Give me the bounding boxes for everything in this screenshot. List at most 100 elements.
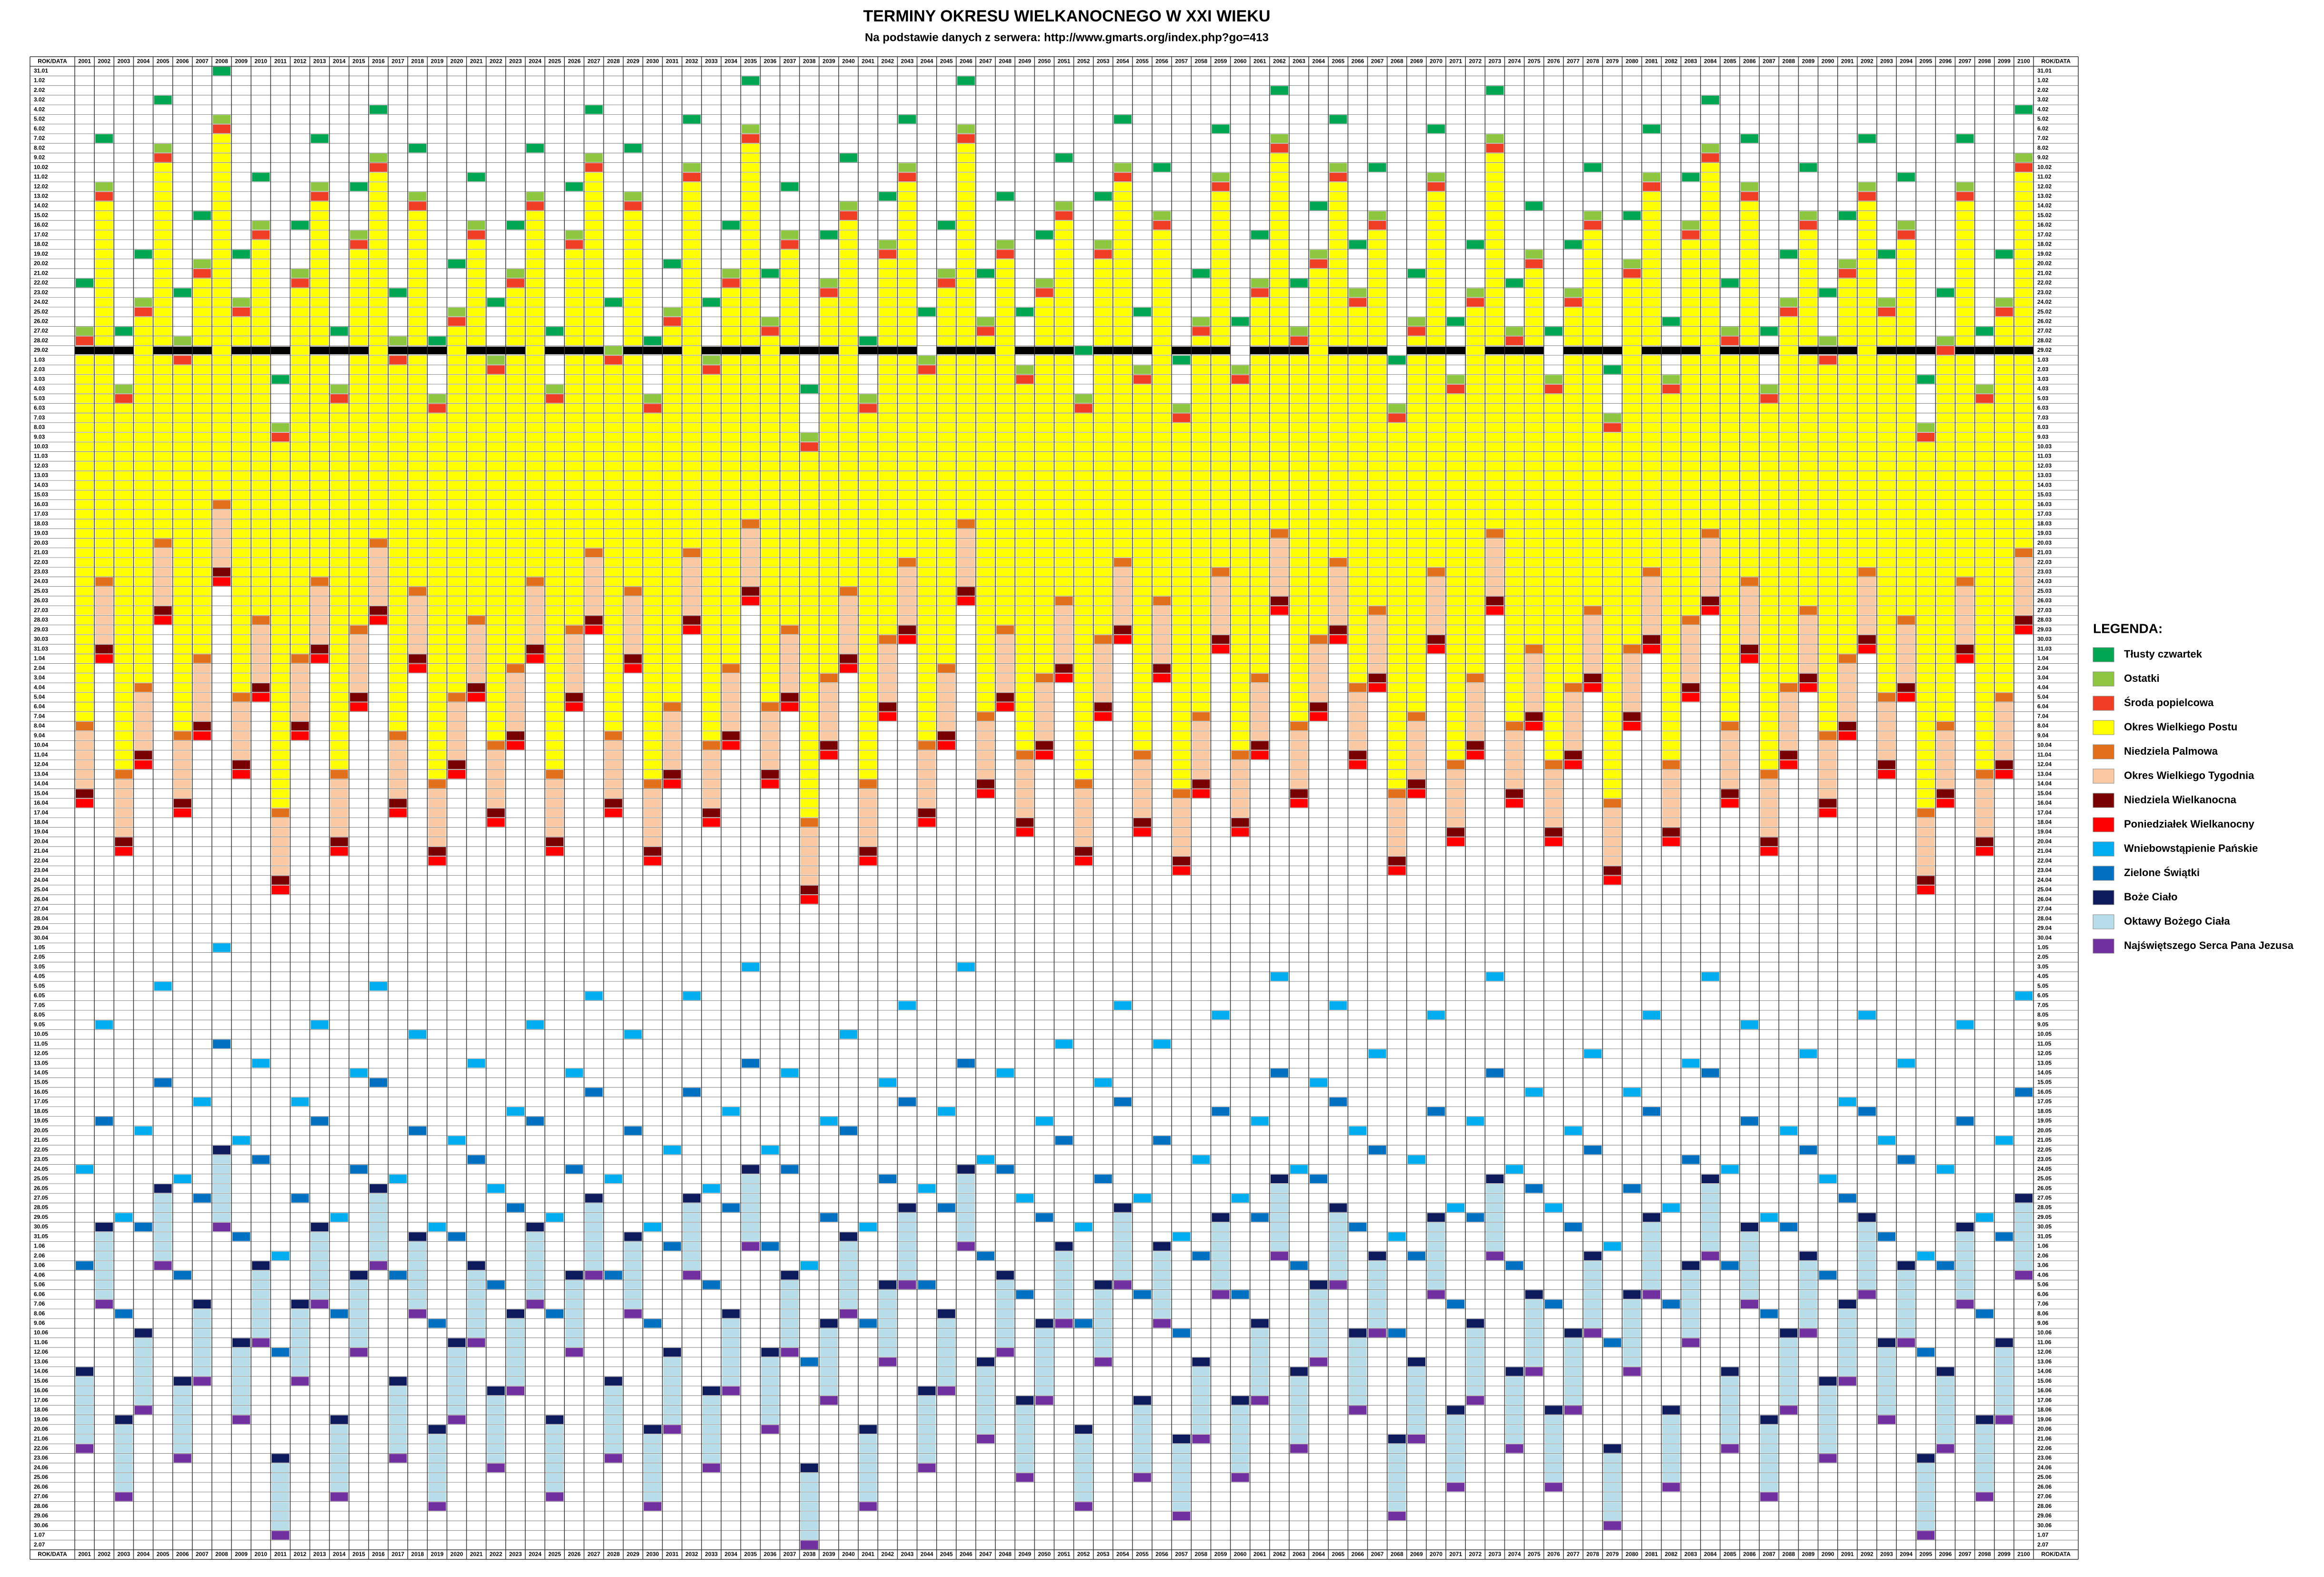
day-cell — [741, 442, 760, 451]
day-cell — [859, 616, 877, 625]
day-cell — [193, 693, 211, 702]
day-cell — [1349, 365, 1367, 374]
day-cell — [154, 596, 172, 606]
day-cell — [1212, 211, 1230, 220]
day-cell — [1310, 509, 1328, 519]
day-cell — [1094, 423, 1112, 432]
day-cell — [546, 433, 564, 442]
day-cell — [1368, 683, 1386, 692]
day-cell — [1486, 288, 1504, 297]
day-cell — [976, 365, 995, 374]
day-cell — [565, 471, 583, 480]
day-cell — [311, 606, 329, 615]
day-cell — [1486, 230, 1504, 240]
day-cell — [1231, 828, 1249, 837]
day-cell — [506, 519, 524, 529]
day-cell — [898, 481, 916, 490]
day-cell — [1544, 404, 1563, 413]
day-cell — [76, 500, 94, 509]
day-cell — [311, 317, 329, 326]
day-cell — [741, 509, 760, 519]
day-cell — [1407, 490, 1425, 499]
day-cell — [624, 1232, 642, 1241]
day-cell — [1564, 519, 1583, 529]
day-cell — [1113, 1097, 1132, 1107]
day-cell — [1074, 798, 1092, 808]
day-cell — [1486, 509, 1504, 519]
day-cell — [369, 308, 388, 317]
day-cell — [1349, 587, 1367, 596]
day-cell — [1388, 750, 1406, 759]
day-cell — [1564, 616, 1583, 625]
day-cell — [820, 606, 838, 615]
day-cell — [467, 587, 485, 596]
day-cell — [173, 779, 191, 788]
day-cell — [683, 308, 701, 317]
day-cell — [1074, 423, 1092, 432]
day-cell — [918, 1415, 936, 1424]
day-cell — [1505, 635, 1523, 644]
day-cell — [311, 423, 329, 432]
day-cell — [546, 1492, 564, 1501]
day-cell — [722, 721, 740, 731]
day-cell — [1584, 548, 1602, 557]
day-cell — [996, 317, 1014, 326]
day-cell — [957, 558, 975, 567]
day-cell — [115, 1473, 133, 1482]
day-cell — [173, 577, 191, 586]
day-cell — [781, 356, 799, 365]
day-cell — [1310, 471, 1328, 480]
day-cell — [1407, 1386, 1425, 1396]
day-cell — [1427, 548, 1445, 557]
day-cell — [1525, 298, 1543, 307]
day-cell — [976, 452, 995, 461]
day-cell — [898, 230, 916, 240]
day-cell — [800, 500, 818, 509]
day-cell — [898, 452, 916, 461]
day-cell — [526, 365, 544, 374]
day-cell — [271, 625, 290, 634]
day-cell — [918, 712, 936, 721]
day-cell — [996, 1165, 1014, 1174]
day-cell — [1270, 182, 1289, 191]
day-cell — [1505, 500, 1523, 509]
day-cell — [702, 404, 721, 413]
day-cell — [585, 1213, 603, 1222]
day-cell — [526, 519, 544, 529]
day-cell — [781, 702, 799, 711]
day-cell — [1094, 308, 1112, 317]
day-cell — [879, 539, 897, 548]
day-cell — [1427, 596, 1445, 606]
day-cell — [448, 442, 466, 451]
day-cell — [1466, 683, 1484, 692]
day-cell — [937, 423, 955, 432]
day-cell — [1133, 539, 1152, 548]
day-cell — [1368, 356, 1386, 365]
day-cell — [448, 500, 466, 509]
missing-day — [623, 346, 643, 355]
day-cell — [1074, 558, 1092, 567]
day-cell — [1055, 375, 1073, 384]
day-cell — [193, 625, 211, 634]
day-cell — [741, 1232, 760, 1241]
day-cell — [330, 461, 348, 470]
day-cell — [565, 481, 583, 490]
day-cell — [1505, 673, 1523, 682]
day-cell — [663, 1396, 681, 1405]
day-cell — [232, 1347, 250, 1357]
day-cell — [173, 529, 191, 538]
day-cell — [1407, 712, 1425, 721]
day-cell — [604, 760, 622, 769]
day-cell — [976, 596, 995, 606]
day-cell — [291, 539, 309, 548]
day-cell — [115, 1435, 133, 1444]
day-cell — [506, 539, 524, 548]
missing-day — [153, 346, 173, 355]
day-cell — [781, 423, 799, 432]
day-cell — [1310, 1290, 1328, 1299]
day-cell — [467, 442, 485, 451]
day-cell — [115, 798, 133, 808]
day-cell — [761, 1146, 779, 1155]
day-cell — [526, 1251, 544, 1260]
day-cell — [1643, 327, 1661, 336]
